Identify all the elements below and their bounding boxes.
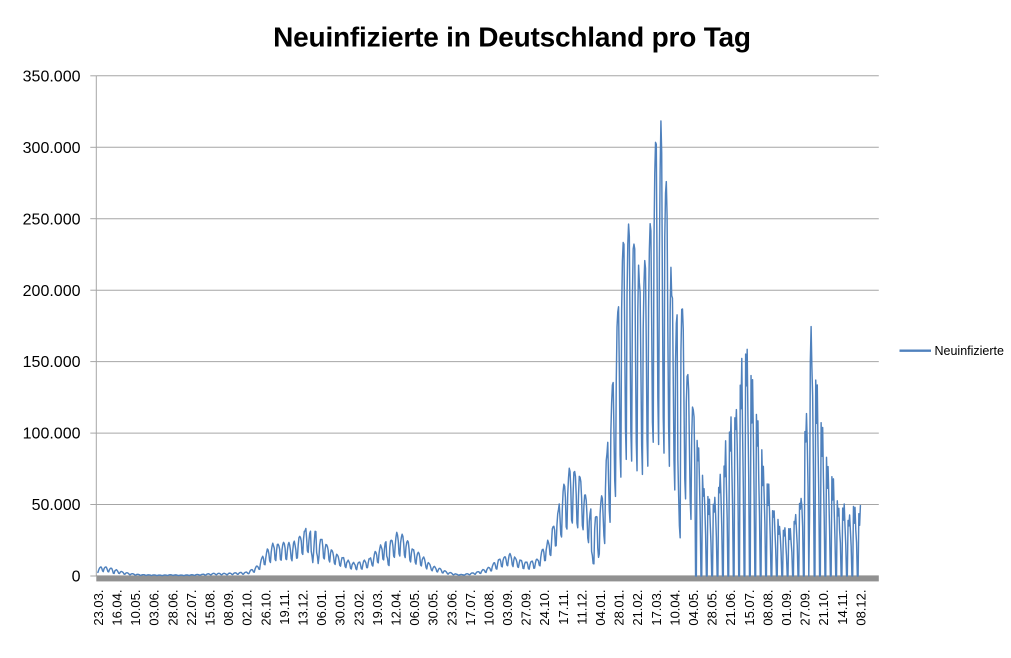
svg-text:0: 0 [72,569,81,586]
svg-text:16.04.: 16.04. [110,590,125,626]
svg-text:21.10.: 21.10. [816,590,831,626]
svg-text:200.000: 200.000 [23,283,81,300]
svg-text:11.12.: 11.12. [574,590,589,625]
svg-text:27.09.: 27.09. [798,590,813,626]
svg-text:23.02.: 23.02. [351,590,366,626]
svg-text:08.08.: 08.08. [760,590,775,626]
svg-text:02.10.: 02.10. [240,590,255,626]
svg-text:19.03.: 19.03. [370,590,385,626]
svg-text:150.000: 150.000 [23,354,81,371]
svg-text:15.07.: 15.07. [742,590,757,626]
svg-text:08.09.: 08.09. [221,590,236,626]
svg-text:21.02.: 21.02. [630,590,645,626]
svg-text:17.11.: 17.11. [556,590,571,625]
svg-text:17.07.: 17.07. [463,590,478,626]
svg-text:21.06.: 21.06. [723,590,738,626]
svg-text:27.09.: 27.09. [519,590,534,626]
svg-text:23.06.: 23.06. [444,590,459,626]
svg-text:10.05.: 10.05. [128,590,143,626]
svg-text:03.06.: 03.06. [147,590,162,626]
svg-text:30.05.: 30.05. [426,590,441,626]
svg-text:04.05.: 04.05. [686,590,701,626]
svg-text:28.05.: 28.05. [705,590,720,626]
svg-text:50.000: 50.000 [32,497,81,514]
svg-text:04.01.: 04.01. [593,590,608,626]
svg-text:26.10.: 26.10. [258,590,273,626]
svg-text:250.000: 250.000 [23,211,81,228]
svg-text:Neuinfizierte in Deutschland p: Neuinfizierte in Deutschland pro Tag [273,22,751,53]
svg-text:10.04.: 10.04. [667,590,682,626]
svg-text:30.01.: 30.01. [333,590,348,626]
svg-text:300.000: 300.000 [23,140,81,157]
svg-text:10.08.: 10.08. [481,590,496,626]
svg-text:06.05.: 06.05. [407,590,422,626]
svg-text:13.12.: 13.12. [296,590,311,626]
svg-text:15.08.: 15.08. [203,590,218,626]
svg-text:14.11.: 14.11. [835,590,850,625]
svg-text:06.01.: 06.01. [314,590,329,626]
svg-text:01.09.: 01.09. [779,590,794,626]
svg-text:19.11.: 19.11. [277,590,292,625]
svg-text:22.07.: 22.07. [184,590,199,626]
svg-text:350.000: 350.000 [23,68,81,85]
svg-text:03.09.: 03.09. [500,590,515,626]
svg-text:12.04.: 12.04. [389,590,404,626]
svg-text:Neuinfizierte: Neuinfizierte [935,344,1005,358]
svg-text:24.10.: 24.10. [537,590,552,626]
svg-text:100.000: 100.000 [23,426,81,443]
svg-text:17.03.: 17.03. [649,590,664,626]
svg-text:08.12.: 08.12. [853,590,868,626]
svg-text:23.03.: 23.03. [91,590,106,626]
svg-text:28.01.: 28.01. [612,590,627,626]
svg-text:28.06.: 28.06. [165,590,180,626]
